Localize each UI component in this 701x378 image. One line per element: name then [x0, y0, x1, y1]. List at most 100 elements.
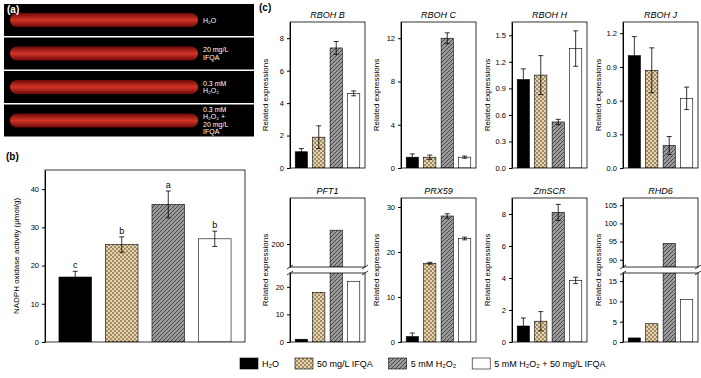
error-cap — [351, 90, 356, 91]
significance-letter: b — [212, 220, 217, 230]
y-tick-mark — [509, 168, 512, 169]
y-tick-label: 0 — [391, 338, 395, 347]
y-tick: 0 — [391, 164, 401, 173]
bars — [406, 33, 471, 168]
y-tick-label: 40 — [31, 185, 39, 194]
y-tick: 0.0 — [607, 164, 623, 173]
y-tick-mark — [398, 81, 401, 82]
y-tick-label: 30 — [31, 223, 39, 232]
legend: H₂O50 mg/L IFQA5 mM H₂O₂5 mM H₂O₂ + 50 m… — [240, 358, 606, 369]
y-tick-label: 95 — [609, 237, 617, 246]
bar — [459, 239, 471, 343]
y-axis-line — [623, 199, 624, 268]
bar — [330, 48, 342, 168]
y-tick-label: 10 — [276, 310, 284, 319]
bars — [295, 273, 360, 342]
error-bar — [299, 149, 304, 155]
error-bar — [316, 126, 321, 149]
error-line — [523, 318, 524, 334]
significance-letter: c — [73, 260, 78, 270]
error-cap — [410, 160, 415, 161]
bar — [59, 277, 92, 342]
bar — [663, 243, 675, 267]
error-line — [336, 41, 337, 54]
y-tick: 20 — [31, 261, 45, 270]
figure: H₂O20 mg/LIFQA0.3 mMH₂O₂0.3 mMH₂O₂ +20 m… — [0, 0, 701, 378]
error-bar — [462, 237, 467, 240]
error-cap — [573, 30, 578, 31]
error-cap — [667, 136, 672, 137]
error-cap — [119, 236, 124, 237]
bar — [552, 122, 564, 168]
y-tick-label: 1.2 — [496, 58, 506, 67]
chart-panel: 01020200PFT1Related expressions — [261, 0, 368, 347]
y-tick: 1.2 — [496, 58, 512, 67]
bar — [105, 245, 138, 342]
y-axis: 04812 — [387, 23, 402, 173]
y-tick: 30 — [387, 203, 401, 212]
error-cap — [212, 231, 217, 232]
error-cap — [462, 156, 467, 157]
error-cap — [649, 47, 654, 48]
y-axis-title: NADPH oxidase activity (μmol/g) — [12, 198, 21, 315]
y-tick-mark — [509, 35, 512, 36]
y-tick-label: 5 — [613, 318, 617, 327]
y-tick-mark — [620, 223, 623, 224]
error-cap — [166, 217, 171, 218]
y-tick-label: 10 — [609, 297, 617, 306]
axis-break — [362, 265, 368, 269]
y-tick-mark — [509, 88, 512, 89]
error-cap — [316, 125, 321, 126]
y-tick-label: 1.2 — [607, 29, 617, 38]
y-tick-mark — [398, 38, 401, 39]
y-tick-mark — [620, 134, 623, 135]
y-tick-mark — [42, 304, 45, 305]
y-tick-label: 1.5 — [496, 31, 506, 40]
error-line — [686, 87, 687, 109]
bars — [330, 230, 342, 267]
error-line — [447, 214, 448, 219]
y-tick-mark — [509, 278, 512, 279]
y-axis: 0.00.30.60.91.2 — [607, 23, 624, 173]
y-tick: 200 — [271, 240, 290, 249]
bar — [552, 212, 564, 342]
y-tick-label: 10 — [387, 293, 395, 302]
bar — [570, 280, 582, 342]
bar — [663, 273, 675, 342]
error-cap — [462, 239, 467, 240]
error-bar — [166, 191, 171, 218]
y-tick: 90 — [609, 256, 623, 265]
y-tick: 0.3 — [496, 137, 512, 146]
y-axis: 200 — [271, 199, 290, 268]
bars — [295, 41, 360, 168]
error-bar — [410, 333, 415, 340]
error-bar — [427, 262, 432, 264]
y-tick: 10 — [31, 300, 45, 309]
y-tick: 0.0 — [496, 164, 512, 173]
bars — [517, 204, 582, 342]
y-tick-label: 0.6 — [496, 111, 506, 120]
chart-panel: 0.00.30.60.91.2RBOH JRelated expressions — [594, 10, 698, 173]
panel-label: (b) — [6, 151, 19, 162]
bar — [313, 292, 325, 342]
error-line — [412, 154, 413, 160]
legend-label: 5 mM H₂O₂ + 50 mg/L IFQA — [494, 359, 605, 369]
y-tick-mark — [620, 101, 623, 102]
error-cap — [538, 55, 543, 56]
y-tick-mark — [398, 168, 401, 169]
legend-swatch — [389, 358, 407, 369]
bar — [330, 273, 342, 342]
bar — [441, 38, 453, 168]
legend-label: 50 mg/L IFQA — [317, 359, 373, 369]
error-bar — [632, 37, 637, 75]
legend-swatch — [472, 358, 490, 369]
error-line — [214, 231, 215, 246]
y-tick-mark — [620, 67, 623, 68]
y-axis: 010203040 — [31, 171, 46, 347]
error-cap — [316, 148, 321, 149]
root-image — [10, 114, 198, 128]
chart-title: PRX59 — [424, 186, 453, 196]
y-tick: 10 — [276, 310, 290, 319]
error-cap — [538, 330, 543, 331]
axis-break — [620, 271, 626, 275]
